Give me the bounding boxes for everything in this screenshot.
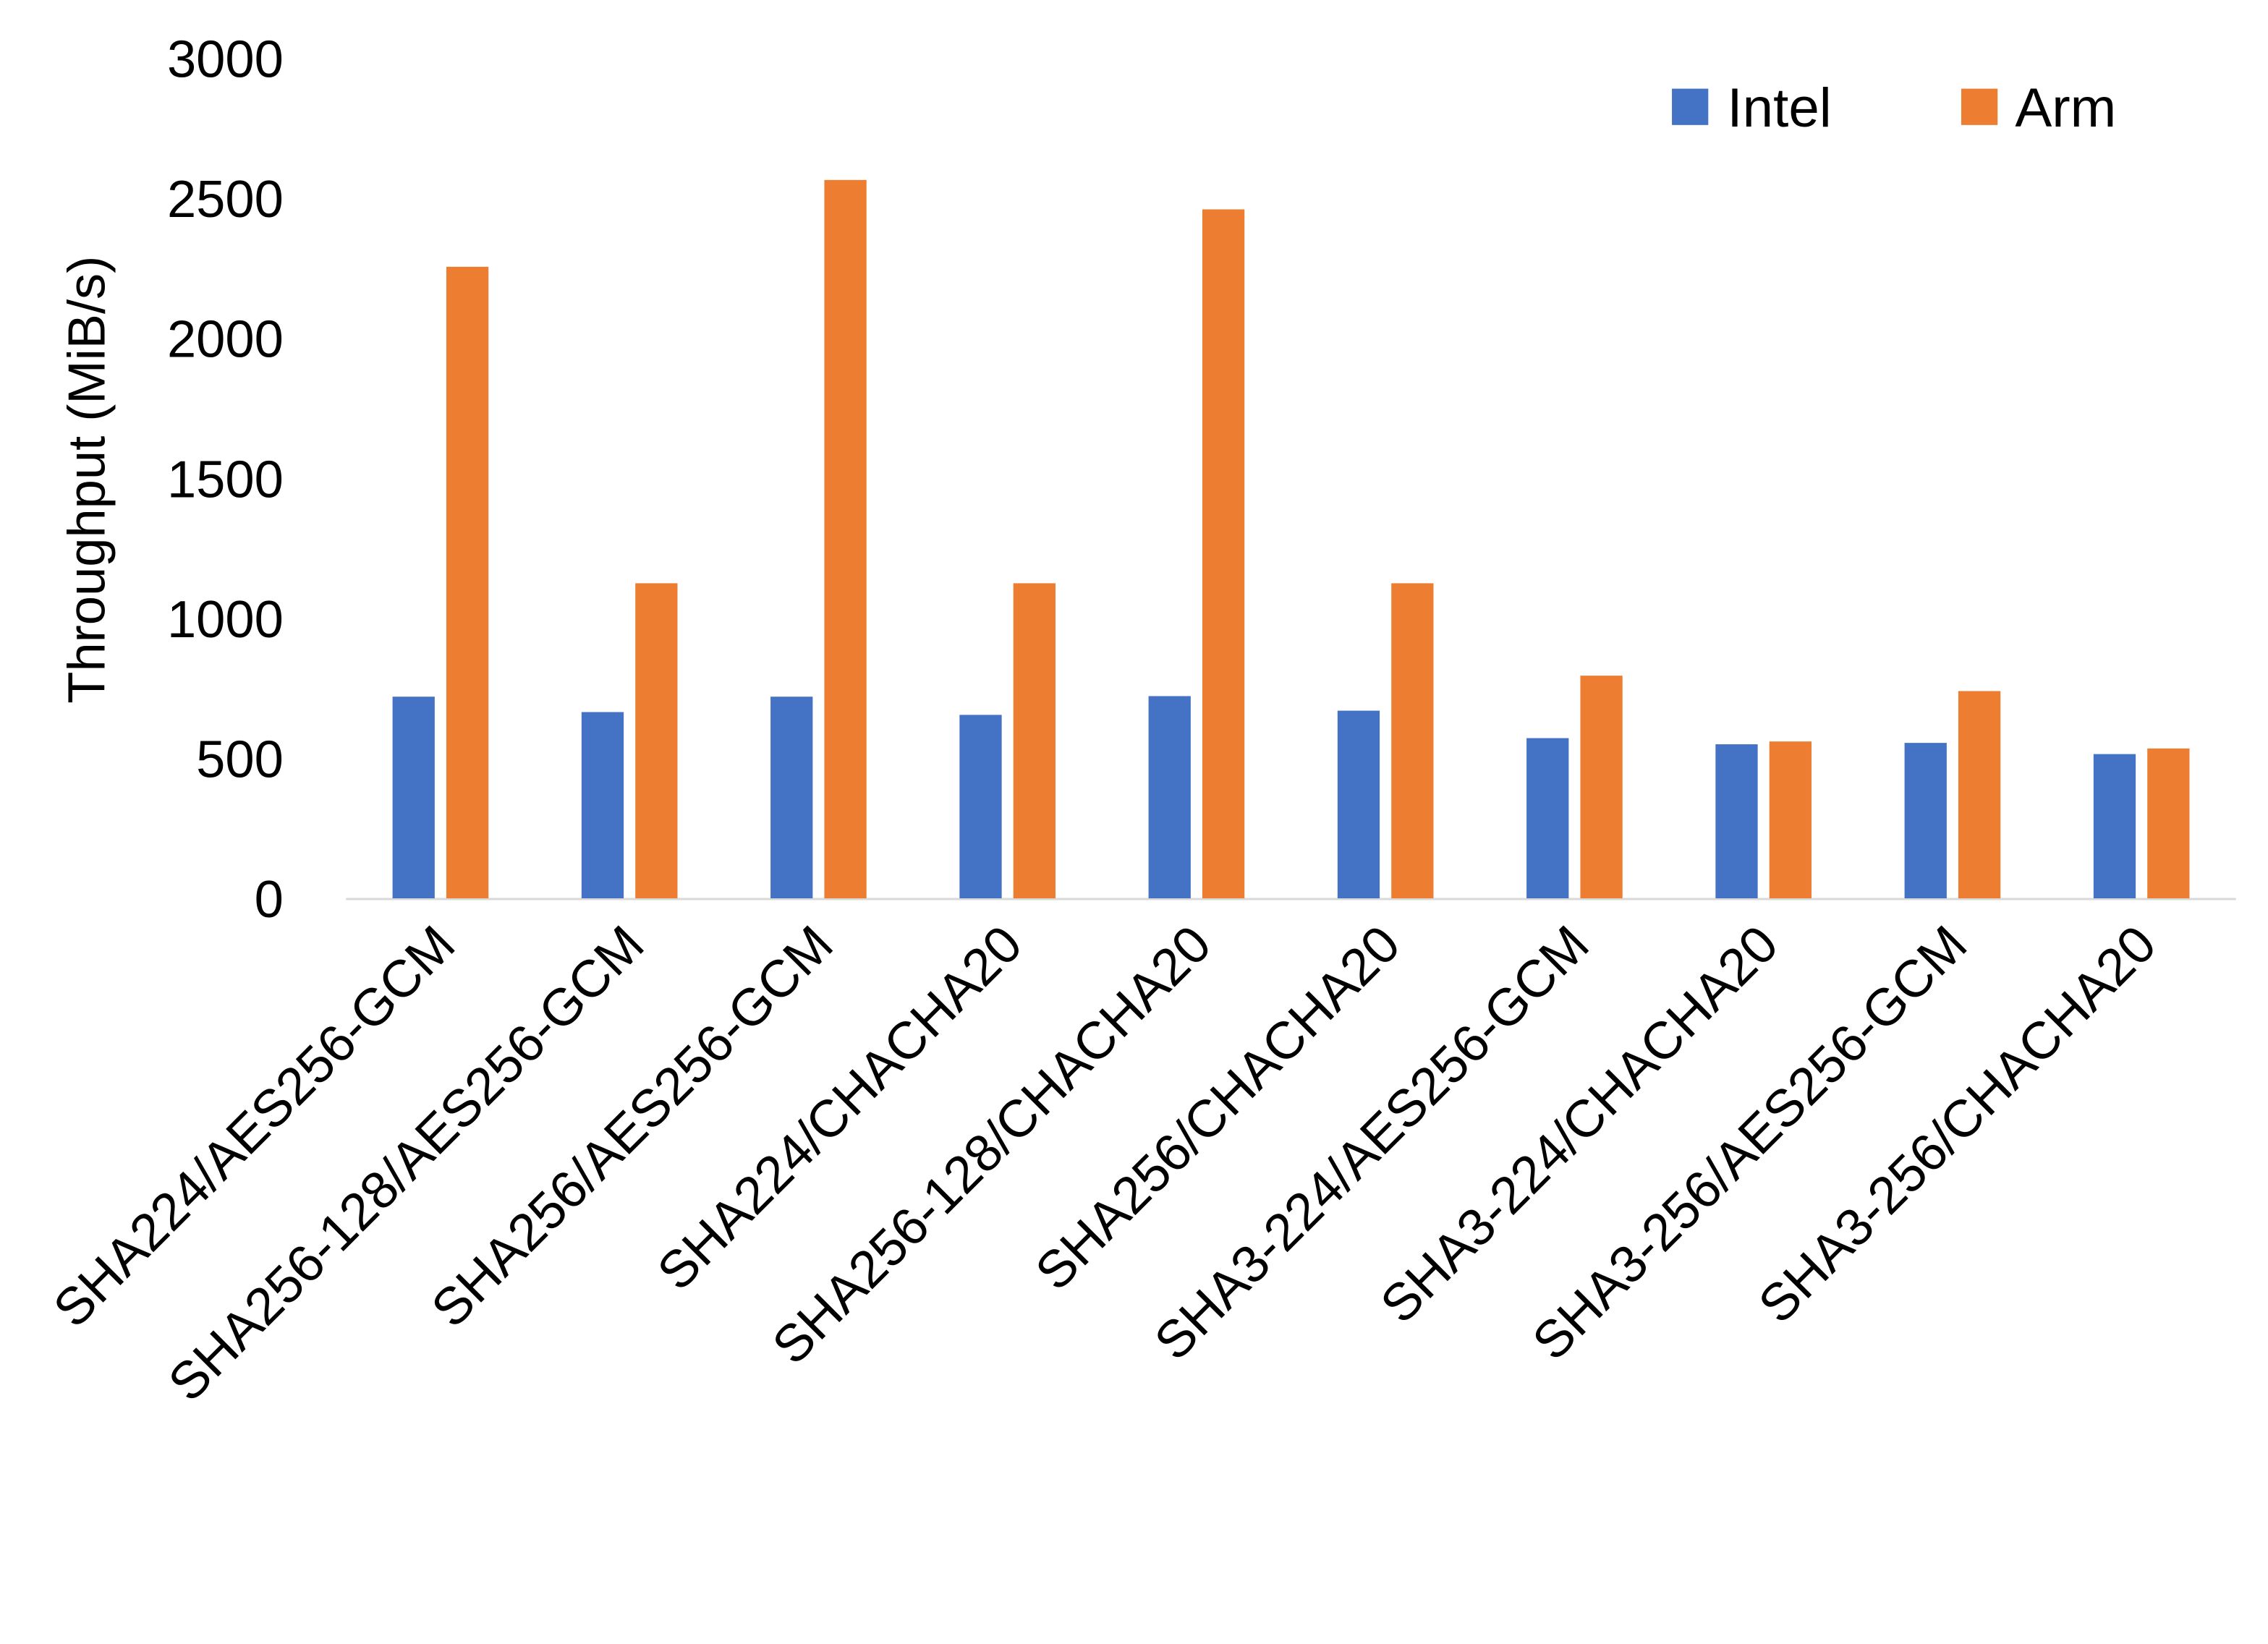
bar-arm — [2147, 748, 2190, 899]
bar-intel — [959, 715, 1002, 899]
bar-arm — [1391, 583, 1434, 899]
bar-intel — [1526, 738, 1569, 899]
bar-intel — [1715, 744, 1758, 899]
x-axis-labels: SHA224/AES256-GCMSHA256-128/AES256-GCMSH… — [43, 915, 2167, 1413]
y-tick-label: 1500 — [167, 451, 284, 508]
bar-intel — [392, 697, 435, 899]
legend: Intel Arm — [1672, 77, 2116, 139]
bar-arm — [635, 583, 678, 899]
x-tick-label: SHA224/CHACHA20 — [647, 915, 1033, 1301]
bars — [392, 179, 2190, 899]
legend-label-intel: Intel — [1727, 77, 1831, 139]
bar-intel — [770, 697, 813, 899]
bar-intel — [2093, 754, 2136, 899]
bar-arm — [446, 266, 489, 899]
y-tick-label: 3000 — [167, 31, 284, 89]
y-tick-label: 1000 — [167, 591, 284, 649]
legend-swatch-intel — [1672, 88, 1709, 125]
bar-arm — [1769, 741, 1812, 899]
y-tick-label: 0 — [255, 871, 284, 929]
bar-arm — [1202, 209, 1245, 899]
bar-intel — [1904, 743, 1947, 899]
y-axis-ticks: 0 500 1000 1500 2000 2500 3000 — [167, 31, 284, 929]
y-axis-label: Throughput (MiB/s) — [59, 256, 116, 704]
x-tick-label: SHA256/CHACHA20 — [1024, 915, 1411, 1301]
y-tick-label: 2500 — [167, 171, 284, 229]
bar-arm — [1580, 676, 1623, 899]
x-tick-label: SHA3-256/CHACHA20 — [1748, 915, 2167, 1334]
legend-label-arm: Arm — [2015, 77, 2116, 139]
bar-arm — [1958, 691, 2001, 899]
y-tick-label: 2000 — [167, 311, 284, 369]
bar-intel — [581, 712, 624, 899]
bar-intel — [1148, 696, 1191, 899]
bar-intel — [1337, 710, 1380, 899]
legend-swatch-arm — [1961, 88, 1998, 125]
bar-arm — [824, 179, 867, 899]
y-tick-label: 500 — [196, 731, 284, 789]
bar-arm — [1013, 583, 1056, 899]
